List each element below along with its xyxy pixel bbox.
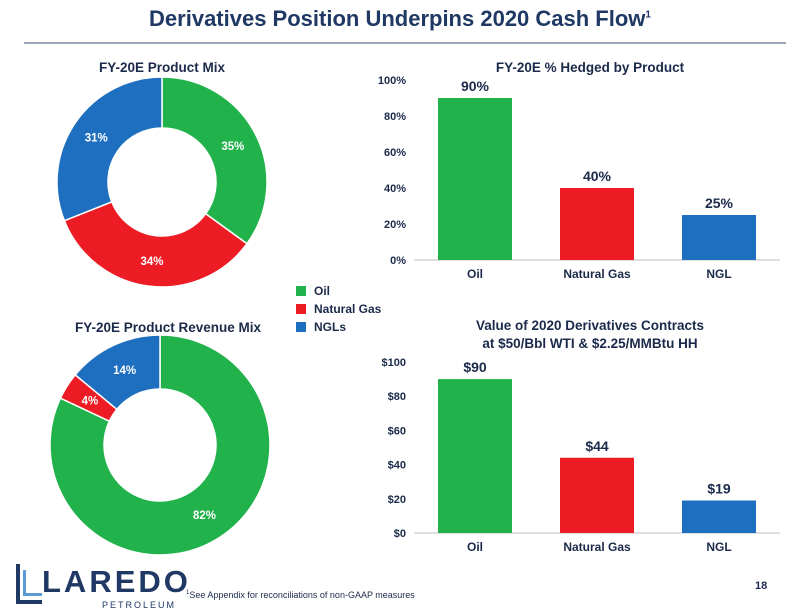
legend-label-oil: Oil (314, 284, 331, 298)
product-mix-slice-label-oil: 35% (221, 141, 244, 153)
footnote-marker: 1 (186, 590, 190, 596)
derivatives-value-category-label-ngl: NGL (706, 540, 731, 554)
derivatives-value-category-label-oil: Oil (467, 540, 483, 554)
footnote-text: See Appendix for reconciliations of non-… (189, 590, 415, 600)
product-mix-slice-ngls (56, 76, 163, 222)
page-title-text: Derivatives Position Underpins 2020 Cash… (149, 6, 646, 31)
hedged-ytick-label: 20% (384, 219, 406, 231)
legend-item-natural-gas: Natural Gas (296, 300, 381, 318)
title-footnote-marker: 1 (645, 9, 651, 21)
footnote: 1See Appendix for reconciliations of non… (186, 590, 415, 600)
hedged-ytick-label: 60% (384, 147, 406, 159)
product-mix-title: FY-20E Product Mix (98, 60, 226, 75)
hedged-chart-title: FY-20E % Hedged by Product (495, 60, 685, 75)
derivatives-value-bar-natural-gas (560, 457, 634, 533)
revenue-mix-slice-label-natural-gas: 4% (82, 396, 99, 408)
legend-swatch-ngls (296, 322, 306, 332)
hedged-bar-chart: 0% 20% 40% 60% 80% 100% 90% Oil 40% Natural Gas 25… (378, 75, 780, 281)
logo-wordmark: LAREDO (42, 564, 191, 599)
derivatives-value-ytick-label: $40 (388, 460, 406, 472)
product-mix-slice-label-ngls: 31% (85, 132, 108, 144)
derivatives-value-value-label-natural-gas: $44 (585, 438, 609, 454)
product-mix-donut: 35% 34% 31% (56, 76, 268, 288)
hedged-value-label-natural-gas: 40% (583, 168, 612, 184)
revenue-mix-donut: 82% 4% 14% (49, 334, 271, 556)
legend-item-oil: Oil (296, 282, 381, 300)
title-divider (24, 42, 786, 44)
hedged-ytick-label: 80% (384, 111, 406, 123)
hedged-bar-oil (438, 98, 512, 260)
page-number: 18 (755, 580, 768, 592)
revenue-mix-title: FY-20E Product Revenue Mix (74, 320, 262, 335)
hedged-bar-ngl (682, 215, 756, 260)
derivatives-value-value-label-oil: $90 (463, 359, 487, 375)
derivatives-value-ytick-label: $80 (388, 391, 406, 403)
legend-swatch-natural-gas (296, 304, 306, 314)
page-title: Derivatives Position Underpins 2020 Cash… (0, 6, 800, 32)
company-logo: LAREDO PETROLEUM (14, 562, 188, 612)
derivatives-value-ytick-label: $20 (388, 494, 406, 506)
derivatives-bar-chart: $0 $20 $40 $60 $80 $100 $90 Oil $44 Natural Gas $1… (382, 357, 780, 554)
revenue-mix-slice-label-oil: 82% (193, 510, 216, 522)
derivatives-chart-subtitle: at $50/Bbl WTI & $2.25/MMBtu HH (482, 336, 698, 351)
logo-subtitle: PETROLEUM (102, 600, 177, 610)
hedged-category-label-ngl: NGL (706, 267, 731, 281)
derivatives-value-ytick-label: $60 (388, 425, 406, 437)
hedged-ytick-label: 0% (390, 255, 406, 267)
hedged-category-label-natural-gas: Natural Gas (563, 267, 631, 281)
hedged-value-label-oil: 90% (461, 78, 490, 94)
product-mix-slice-oil (161, 76, 268, 245)
revenue-mix-slice-ngls (74, 334, 161, 411)
logo-mark-icon (16, 564, 42, 604)
hedged-ytick-label: 40% (384, 183, 406, 195)
hedged-bar-natural-gas (560, 188, 634, 260)
derivatives-value-value-label-ngl: $19 (707, 481, 731, 497)
legend-label-ngls: NGLs (314, 320, 347, 334)
revenue-mix-slice-oil (49, 334, 271, 556)
hedged-value-label-ngl: 25% (705, 195, 734, 211)
hedged-ytick-label: 100% (378, 75, 406, 87)
legend-swatch-oil (296, 286, 306, 296)
product-mix-slice-label-natural-gas: 34% (141, 256, 164, 268)
product-mix-slice-natural-gas (63, 200, 248, 288)
derivatives-chart-title: Value of 2020 Derivatives Contracts (475, 318, 705, 333)
revenue-mix-slice-label-ngls: 14% (113, 365, 136, 377)
legend-item-ngls: NGLs (296, 318, 381, 336)
derivatives-value-ytick-label: $0 (394, 528, 406, 540)
hedged-category-label-oil: Oil (467, 267, 483, 281)
derivatives-value-category-label-natural-gas: Natural Gas (563, 540, 631, 554)
derivatives-value-ytick-label: $100 (382, 357, 406, 369)
derivatives-value-bar-oil (438, 379, 512, 533)
derivatives-value-bar-ngl (682, 500, 756, 533)
legend: Oil Natural Gas NGLs (296, 282, 381, 336)
legend-label-natural-gas: Natural Gas (314, 302, 382, 316)
